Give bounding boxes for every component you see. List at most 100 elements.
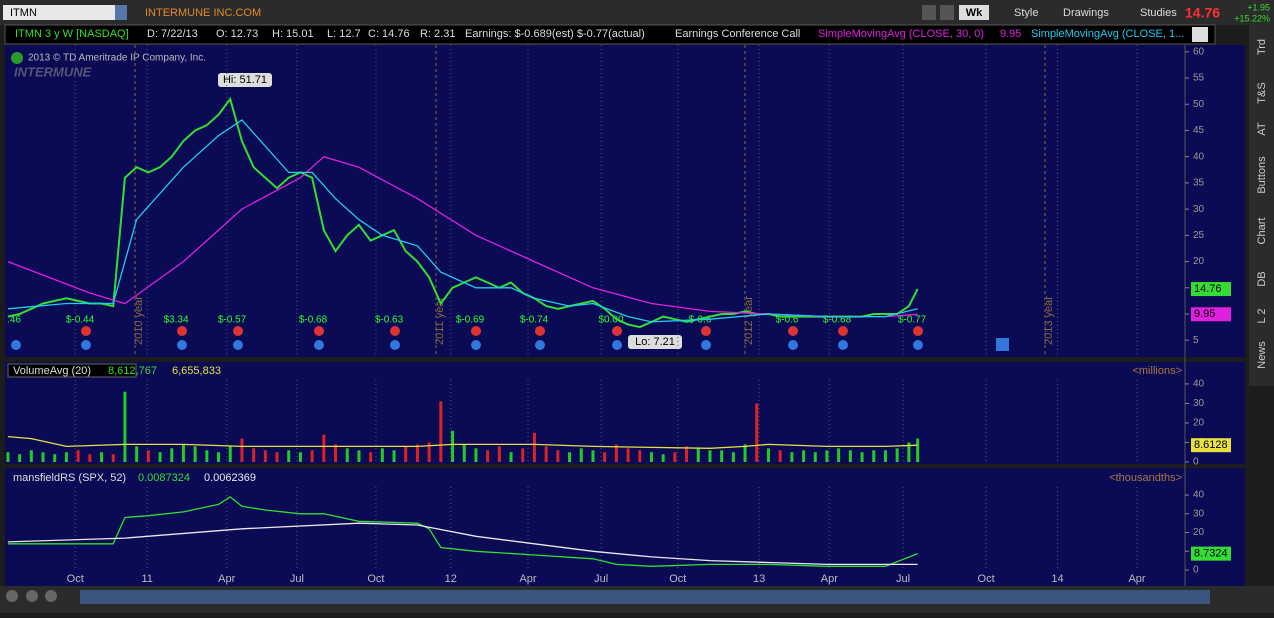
event-icon [81,340,91,350]
earnings-label: $3.34 [163,315,188,326]
header-open: O: 12.73 [216,28,258,40]
volume-bar [181,444,185,462]
header-range: R: 2.31 [420,28,455,40]
tool-icon[interactable] [940,5,954,20]
volume-bar [298,452,302,462]
symbol-dropdown[interactable] [115,5,127,20]
info-icon[interactable] [11,52,23,64]
volume-bar [802,450,806,462]
sidebar-tab[interactable]: DB [1256,271,1268,286]
event-icon [390,326,400,336]
event-icon [314,340,324,350]
sidebar-tab[interactable]: L 2 [1256,309,1268,324]
unit-label: <thousandths> [1109,472,1182,484]
symbol: ITMN [10,7,37,19]
header-earnings: Earnings: $-0.689(est) $-0.77(actual) [465,28,645,40]
volume-bar [310,450,314,462]
x-tick-label: Apr [821,573,838,585]
x-tick-label: Jul [594,573,608,585]
volume-bar [708,450,712,462]
volume-bar [486,450,490,462]
sidebar-tab[interactable]: T&S [1256,82,1268,103]
symbol-input[interactable] [3,5,115,20]
event-icon [81,326,91,336]
sidebar-tab[interactable]: Chart [1256,218,1268,245]
volume-bar [29,450,33,462]
event-icon [535,340,545,350]
series-line [7,435,918,449]
volume-bar [872,450,876,462]
volume-bar [287,450,291,462]
volume-bar [415,444,419,462]
scrollbar[interactable] [80,590,1210,604]
year-label: 2012 year [743,296,755,345]
event-icon [838,340,848,350]
volume-bar [18,454,22,462]
y-tick-label: 60 [1193,46,1205,57]
volume-bar [41,452,45,462]
aggregation: Wk [966,7,983,19]
header-low: L: 12.7 [327,28,361,40]
sidebar-tab[interactable]: AT [1256,122,1268,136]
value-badge-label: 8.7324 [1194,548,1228,560]
volume-bar [895,448,899,462]
volume-value: 8,612,767 [108,365,157,377]
volume-bar [345,448,349,462]
sidebar-tab[interactable]: Buttons [1256,156,1268,194]
event-icon [913,326,923,336]
sma30-value: 9.95 [1000,28,1021,40]
event-icon [996,338,1009,351]
lo-box [628,335,682,349]
series-line [7,522,918,566]
volume-bar [673,452,677,462]
hi-label: Hi: 51.71 [223,74,267,86]
style-menu[interactable]: Style [1014,7,1038,19]
volume-bar [626,448,630,462]
volume-bar [766,448,770,462]
year-label: 2011 year [434,297,446,345]
volume-bar [205,450,209,462]
zoom-in[interactable] [26,590,38,602]
volume-bar [135,446,139,462]
volume-bar [439,401,443,462]
x-tick-label: Apr [1128,573,1145,585]
rs-value-2: 0.0062369 [204,472,256,484]
earnings-label: $-0.57 [218,315,247,326]
volume-bar [544,446,548,462]
pan-button[interactable] [6,590,18,602]
unit-label: <millions> [1132,365,1182,377]
value-badge [1191,438,1231,453]
volume-bar [603,452,607,462]
sidebar-tab[interactable]: Trd [1256,39,1268,55]
sidebar-tab[interactable]: News [1256,341,1268,369]
y-tick-label: 25 [1193,230,1205,241]
volume-bar [837,448,841,462]
chart-settings[interactable] [1192,27,1208,42]
volume-bar [813,452,817,462]
volume-bar [6,452,10,462]
earnings-label: $-0.69 [456,315,485,326]
y-tick-label: 45 [1193,125,1205,136]
legend-sma30: SimpleMovingAvg (CLOSE, 30, 0) [818,28,984,40]
volume-bar [451,430,455,462]
volume-avg-value: 6,655,833 [172,365,221,377]
volume-bar [743,444,747,462]
toolbar [0,0,1274,25]
value-badge-label: 14.76 [1194,283,1222,295]
volume-bar [193,446,197,462]
volume-bar [720,450,724,462]
y-tick-label: 55 [1193,73,1205,84]
y-tick-label: 40 [1193,151,1205,162]
zoom-out[interactable] [45,590,57,602]
volume-study: VolumeAvg (20) [13,365,91,377]
event-icon [471,326,481,336]
volume-bar [860,452,864,462]
logo: INTERMUNE [14,64,92,79]
event-icon [177,326,187,336]
rs-panel [5,468,1245,572]
y-tick-label: 30 [1193,508,1205,519]
tool-icon[interactable] [922,5,936,20]
aggregation-button[interactable] [959,5,989,20]
drawings-menu[interactable]: Drawings [1063,7,1109,19]
studies-menu[interactable]: Studies [1140,7,1177,19]
